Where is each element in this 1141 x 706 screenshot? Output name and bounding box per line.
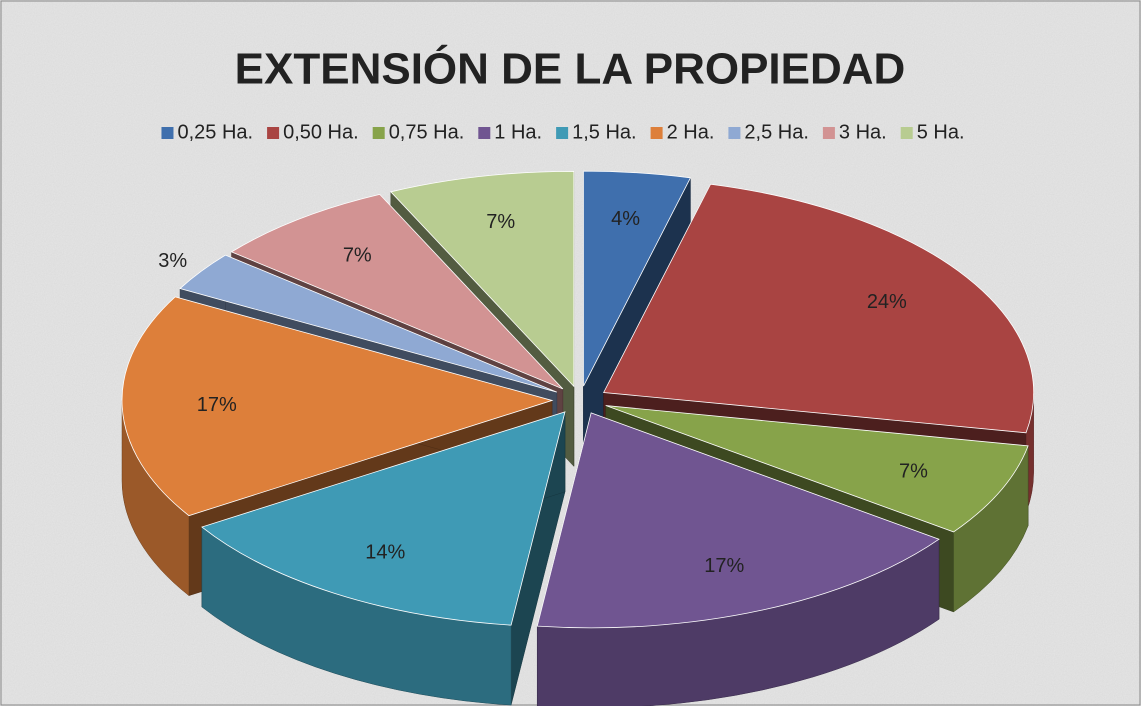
chart-title: EXTENSIÓN DE LA PROPIEDAD [235,44,906,94]
slice [121,296,554,517]
legend-swatch [556,127,569,139]
data-label: 7% [899,460,928,482]
legend-label: 1,5 Ha. [572,121,636,143]
slice [605,405,1029,533]
slice [390,170,575,388]
data-label: 17% [704,555,744,577]
slice [230,193,564,390]
data-label: 7% [343,245,372,267]
data-label: 17% [197,394,237,416]
data-label: 24% [867,291,907,313]
data-label: 4% [611,208,640,230]
legend-label: 0,25 Ha. [177,121,253,143]
slice [536,412,940,629]
slice [201,411,566,626]
legend-label: 5 Ha. [917,121,965,143]
data-label: 7% [486,211,515,233]
legend-label: 2 Ha. [667,121,715,143]
legend-label: 2,5 Ha. [744,121,808,143]
legend-swatch [650,127,663,139]
slice [603,183,1035,434]
data-label: 3% [158,250,187,272]
legend-swatch [161,127,174,139]
legend-swatch [822,127,835,139]
legend-label: 0,50 Ha. [283,121,359,143]
legend-label: 0,75 Ha. [389,121,465,143]
slice [583,170,692,387]
legend-label: 3 Ha. [839,121,887,143]
legend: 0,25 Ha. 0,50 Ha. 0,75 Ha. 1 Ha. 1,5 Ha. 2 Ha… [161,121,965,143]
pie: 4% 7% 7% 3% 24% 17% 7% 14% 17% [121,170,1035,706]
legend-swatch [478,127,491,139]
slice [179,254,557,393]
legend-swatch [900,127,913,139]
legend-label: 1 Ha. [494,121,542,143]
legend-swatch [372,127,385,139]
legend-swatch [728,127,741,139]
data-label: 14% [365,542,405,564]
legend-swatch [267,127,280,139]
